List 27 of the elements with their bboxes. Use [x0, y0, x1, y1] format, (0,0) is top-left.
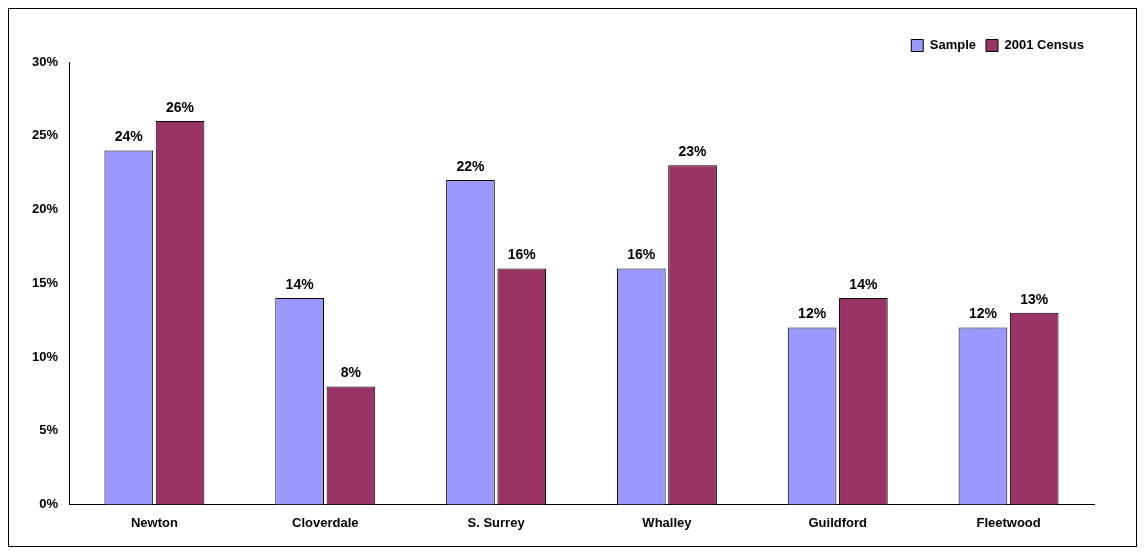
data-label: 14% [849, 275, 878, 292]
x-tick-label: Fleetwood [976, 514, 1041, 530]
x-tick-label: Guildford [808, 514, 868, 530]
y-tick-label: 25% [31, 127, 59, 143]
x-tick-label: Whalley [642, 514, 693, 530]
x-tick-label: S. Surrey [467, 514, 526, 530]
y-tick-label: 5% [39, 422, 59, 438]
data-label: 13% [1020, 290, 1049, 307]
x-tick-label: Newton [130, 514, 178, 530]
x-tick-label: Cloverdale [292, 514, 359, 530]
data-label: 8% [340, 364, 362, 381]
data-label: 16% [507, 246, 537, 263]
y-tick-label: 20% [31, 201, 59, 217]
y-tick-label: 15% [31, 274, 59, 290]
data-label: 14% [285, 275, 315, 292]
data-label: 12% [968, 305, 998, 322]
y-tick-label: 30% [31, 53, 59, 69]
legend-label: 2001 Census [1004, 37, 1085, 53]
data-label: 16% [627, 246, 656, 263]
legend-label: Sample [929, 37, 977, 53]
data-label: 12% [798, 305, 827, 322]
data-label: 22% [456, 157, 486, 174]
y-tick-label: 0% [39, 495, 59, 511]
y-tick-label: 10% [31, 348, 59, 364]
data-label: 26% [166, 98, 195, 115]
data-label: 24% [114, 128, 144, 145]
data-label: 23% [678, 143, 708, 160]
